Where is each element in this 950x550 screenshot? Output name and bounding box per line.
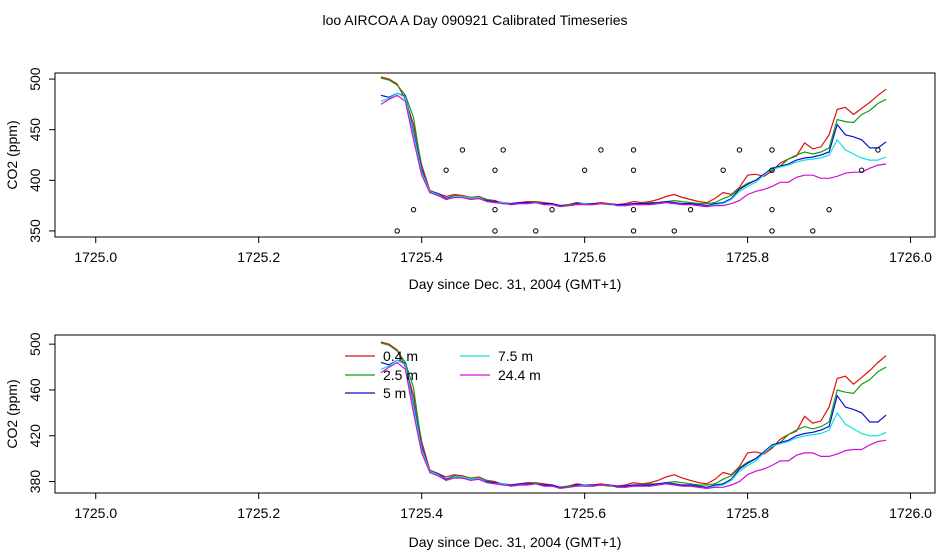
data-point xyxy=(720,167,726,173)
x-tick-label: 1725.2 xyxy=(237,505,280,521)
y-tick-label: 420 xyxy=(27,424,43,448)
y-tick-label: 450 xyxy=(27,118,43,142)
x-tick-label: 1726.0 xyxy=(889,505,932,521)
x-tick-label: 1725.2 xyxy=(237,249,280,265)
data-point xyxy=(581,167,588,173)
data-point xyxy=(630,206,637,213)
data-point xyxy=(459,147,466,153)
series-line-75m xyxy=(380,359,887,490)
x-tick-label: 1725.8 xyxy=(726,505,769,521)
data-point xyxy=(687,206,694,213)
x-tick-label: 1725.4 xyxy=(400,249,443,265)
series-line-75m xyxy=(380,92,887,208)
chart-panel-1: 1725.0 1725.2 1725.4 1725.6 1725.8 1726.0 350 4… xyxy=(4,67,936,292)
legend-label: 7.5 m xyxy=(498,348,533,364)
legend-label: 2.5 m xyxy=(383,367,418,383)
x-tick-label: 1725.4 xyxy=(400,505,443,521)
data-point xyxy=(769,147,775,153)
y-tick-label: 460 xyxy=(27,378,43,402)
y-tick-label: 400 xyxy=(27,168,43,192)
data-point xyxy=(492,228,498,234)
y-axis-label: CO2 (ppm) xyxy=(4,120,20,189)
data-point xyxy=(492,206,498,213)
series-line-04m xyxy=(380,341,887,488)
series-line-5m xyxy=(380,359,887,488)
y-tick-label: 500 xyxy=(27,332,43,356)
x-axis-label: Day since Dec. 31, 2004 (GMT+1) xyxy=(409,534,622,550)
x-tick-label: 1725.6 xyxy=(563,249,606,265)
x-tick-label: 1726.0 xyxy=(889,249,932,265)
data-point xyxy=(630,167,637,173)
series-line-25m xyxy=(380,342,887,488)
data-point xyxy=(671,228,677,234)
y-tick-label: 380 xyxy=(27,470,43,494)
data-point xyxy=(769,206,775,213)
series-line-04m xyxy=(380,76,887,207)
data-point xyxy=(533,228,539,234)
legend-label: 5 m xyxy=(383,385,406,401)
data-point xyxy=(549,206,555,213)
data-point xyxy=(875,147,881,153)
x-tick-label: 1725.6 xyxy=(563,505,606,521)
x-tick-label: 1725.0 xyxy=(74,249,117,265)
data-point xyxy=(769,228,775,234)
x-axis-label: Day since Dec. 31, 2004 (GMT+1) xyxy=(409,276,622,292)
x-tick-label: 1725.0 xyxy=(74,505,117,521)
data-point xyxy=(630,147,637,153)
data-point xyxy=(826,206,832,213)
data-point xyxy=(394,228,400,234)
data-point xyxy=(736,147,743,153)
data-point xyxy=(810,228,816,234)
legend-label: 24.4 m xyxy=(498,367,541,383)
plot-frame xyxy=(54,334,936,494)
y-tick-label: 500 xyxy=(27,67,43,91)
data-point xyxy=(630,228,637,234)
data-point xyxy=(410,206,417,213)
legend-label: 0.4 m xyxy=(383,348,418,364)
chart-panel-2: 1725.0 1725.2 1725.4 1725.6 1725.8 1726.0 380 4… xyxy=(4,332,936,550)
series-line-5m xyxy=(380,92,887,207)
x-tick-label: 1725.8 xyxy=(726,249,769,265)
series-line-25m xyxy=(380,77,887,207)
plot-frame xyxy=(54,72,936,238)
series-line-244m xyxy=(380,361,887,490)
chart-title: loo AIRCOA A Day 090921 Calibrated Times… xyxy=(322,12,628,28)
y-tick-label: 350 xyxy=(27,219,43,243)
data-point xyxy=(769,167,775,173)
data-point xyxy=(492,167,498,173)
data-point xyxy=(858,167,865,173)
series-line-244m xyxy=(380,94,887,208)
data-point xyxy=(443,167,449,173)
data-point xyxy=(500,147,506,153)
data-point xyxy=(598,147,604,153)
y-axis-label: CO2 (ppm) xyxy=(4,379,20,448)
